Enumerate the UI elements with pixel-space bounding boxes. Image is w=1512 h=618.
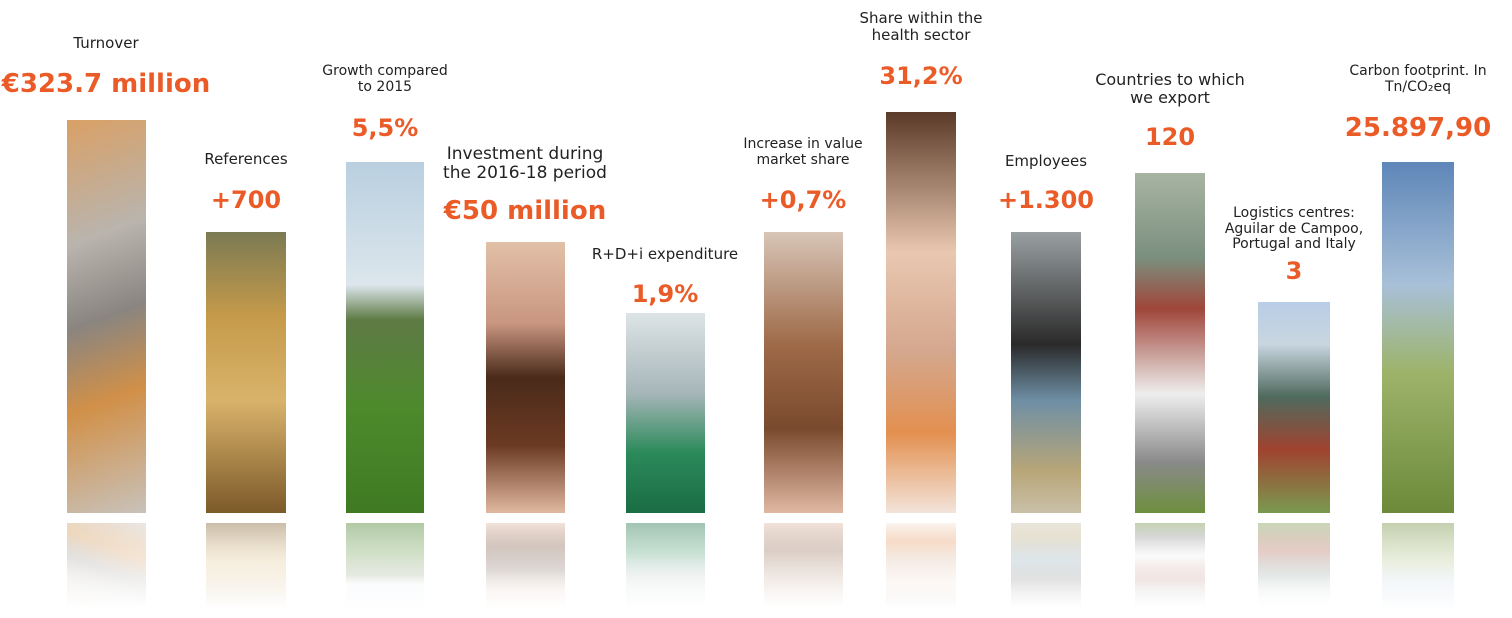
item-value: 31,2% xyxy=(879,62,962,90)
reflection-fade xyxy=(886,523,956,618)
photo-strip xyxy=(486,242,565,513)
label-line: Aguilar de Campoo, xyxy=(1225,222,1363,238)
item-label: R+D+i expenditure xyxy=(592,246,738,263)
label-line: R+D+i expenditure xyxy=(592,246,738,263)
label-line: Investment during xyxy=(443,145,607,164)
reflection-fade xyxy=(1258,523,1330,618)
photo-strip xyxy=(626,313,705,513)
reflection-fade xyxy=(346,523,424,618)
photo-strip xyxy=(1382,162,1454,513)
label-line: Portugal and Italy xyxy=(1225,237,1363,253)
label-line: to 2015 xyxy=(322,80,447,96)
reflection-fade xyxy=(67,523,146,618)
label-line: Carbon footprint. In xyxy=(1349,64,1486,80)
photo-strip xyxy=(764,232,843,513)
label-line: Increase in value xyxy=(743,137,862,153)
photo-strip xyxy=(1135,173,1205,513)
label-line: market share xyxy=(743,153,862,169)
item-label: Turnover xyxy=(73,35,138,52)
reflection-fade xyxy=(626,523,705,618)
label-line: Growth compared xyxy=(322,64,447,80)
item-value: 3 xyxy=(1286,257,1303,285)
item-value: 5,5% xyxy=(352,114,419,142)
item-value: 25.897,90 xyxy=(1345,113,1491,143)
label-line: Countries to which xyxy=(1095,71,1245,89)
photo-strip xyxy=(206,232,286,513)
item-value: 120 xyxy=(1145,123,1195,151)
photo-strip xyxy=(67,120,146,513)
label-line: the 2016-18 period xyxy=(443,164,607,183)
item-value: +0,7% xyxy=(760,186,847,214)
label-line: Employees xyxy=(1005,153,1087,170)
label-line: health sector xyxy=(860,27,983,44)
item-label: References xyxy=(204,151,287,168)
label-line: Logistics centres: xyxy=(1225,206,1363,222)
reflection-fade xyxy=(206,523,286,618)
label-line: we export xyxy=(1095,89,1245,107)
photo-strip xyxy=(346,162,424,513)
reflection-fade xyxy=(486,523,565,618)
item-value: €50 million xyxy=(444,196,606,226)
label-line: Turnover xyxy=(73,35,138,52)
reflection-fade xyxy=(764,523,843,618)
photo-strip xyxy=(886,112,956,513)
item-value: 1,9% xyxy=(632,280,699,308)
item-value: +1.300 xyxy=(998,186,1094,214)
photo-strip xyxy=(1011,232,1081,513)
label-line: Tn/CO₂eq xyxy=(1349,80,1486,96)
infographic: (() => { const data = JSON.parse(documen… xyxy=(0,0,1512,618)
label-line: References xyxy=(204,151,287,168)
item-value: +700 xyxy=(211,186,281,214)
label-line: Share within the xyxy=(860,10,983,27)
item-label: Logistics centres:Aguilar de Campoo,Port… xyxy=(1225,206,1363,253)
item-label: Employees xyxy=(1005,153,1087,170)
photo-strip xyxy=(1258,302,1330,513)
reflection-fade xyxy=(1135,523,1205,618)
reflection-fade xyxy=(1011,523,1081,618)
reflection-fade xyxy=(1382,523,1454,618)
item-value: €323.7 million xyxy=(2,69,211,99)
